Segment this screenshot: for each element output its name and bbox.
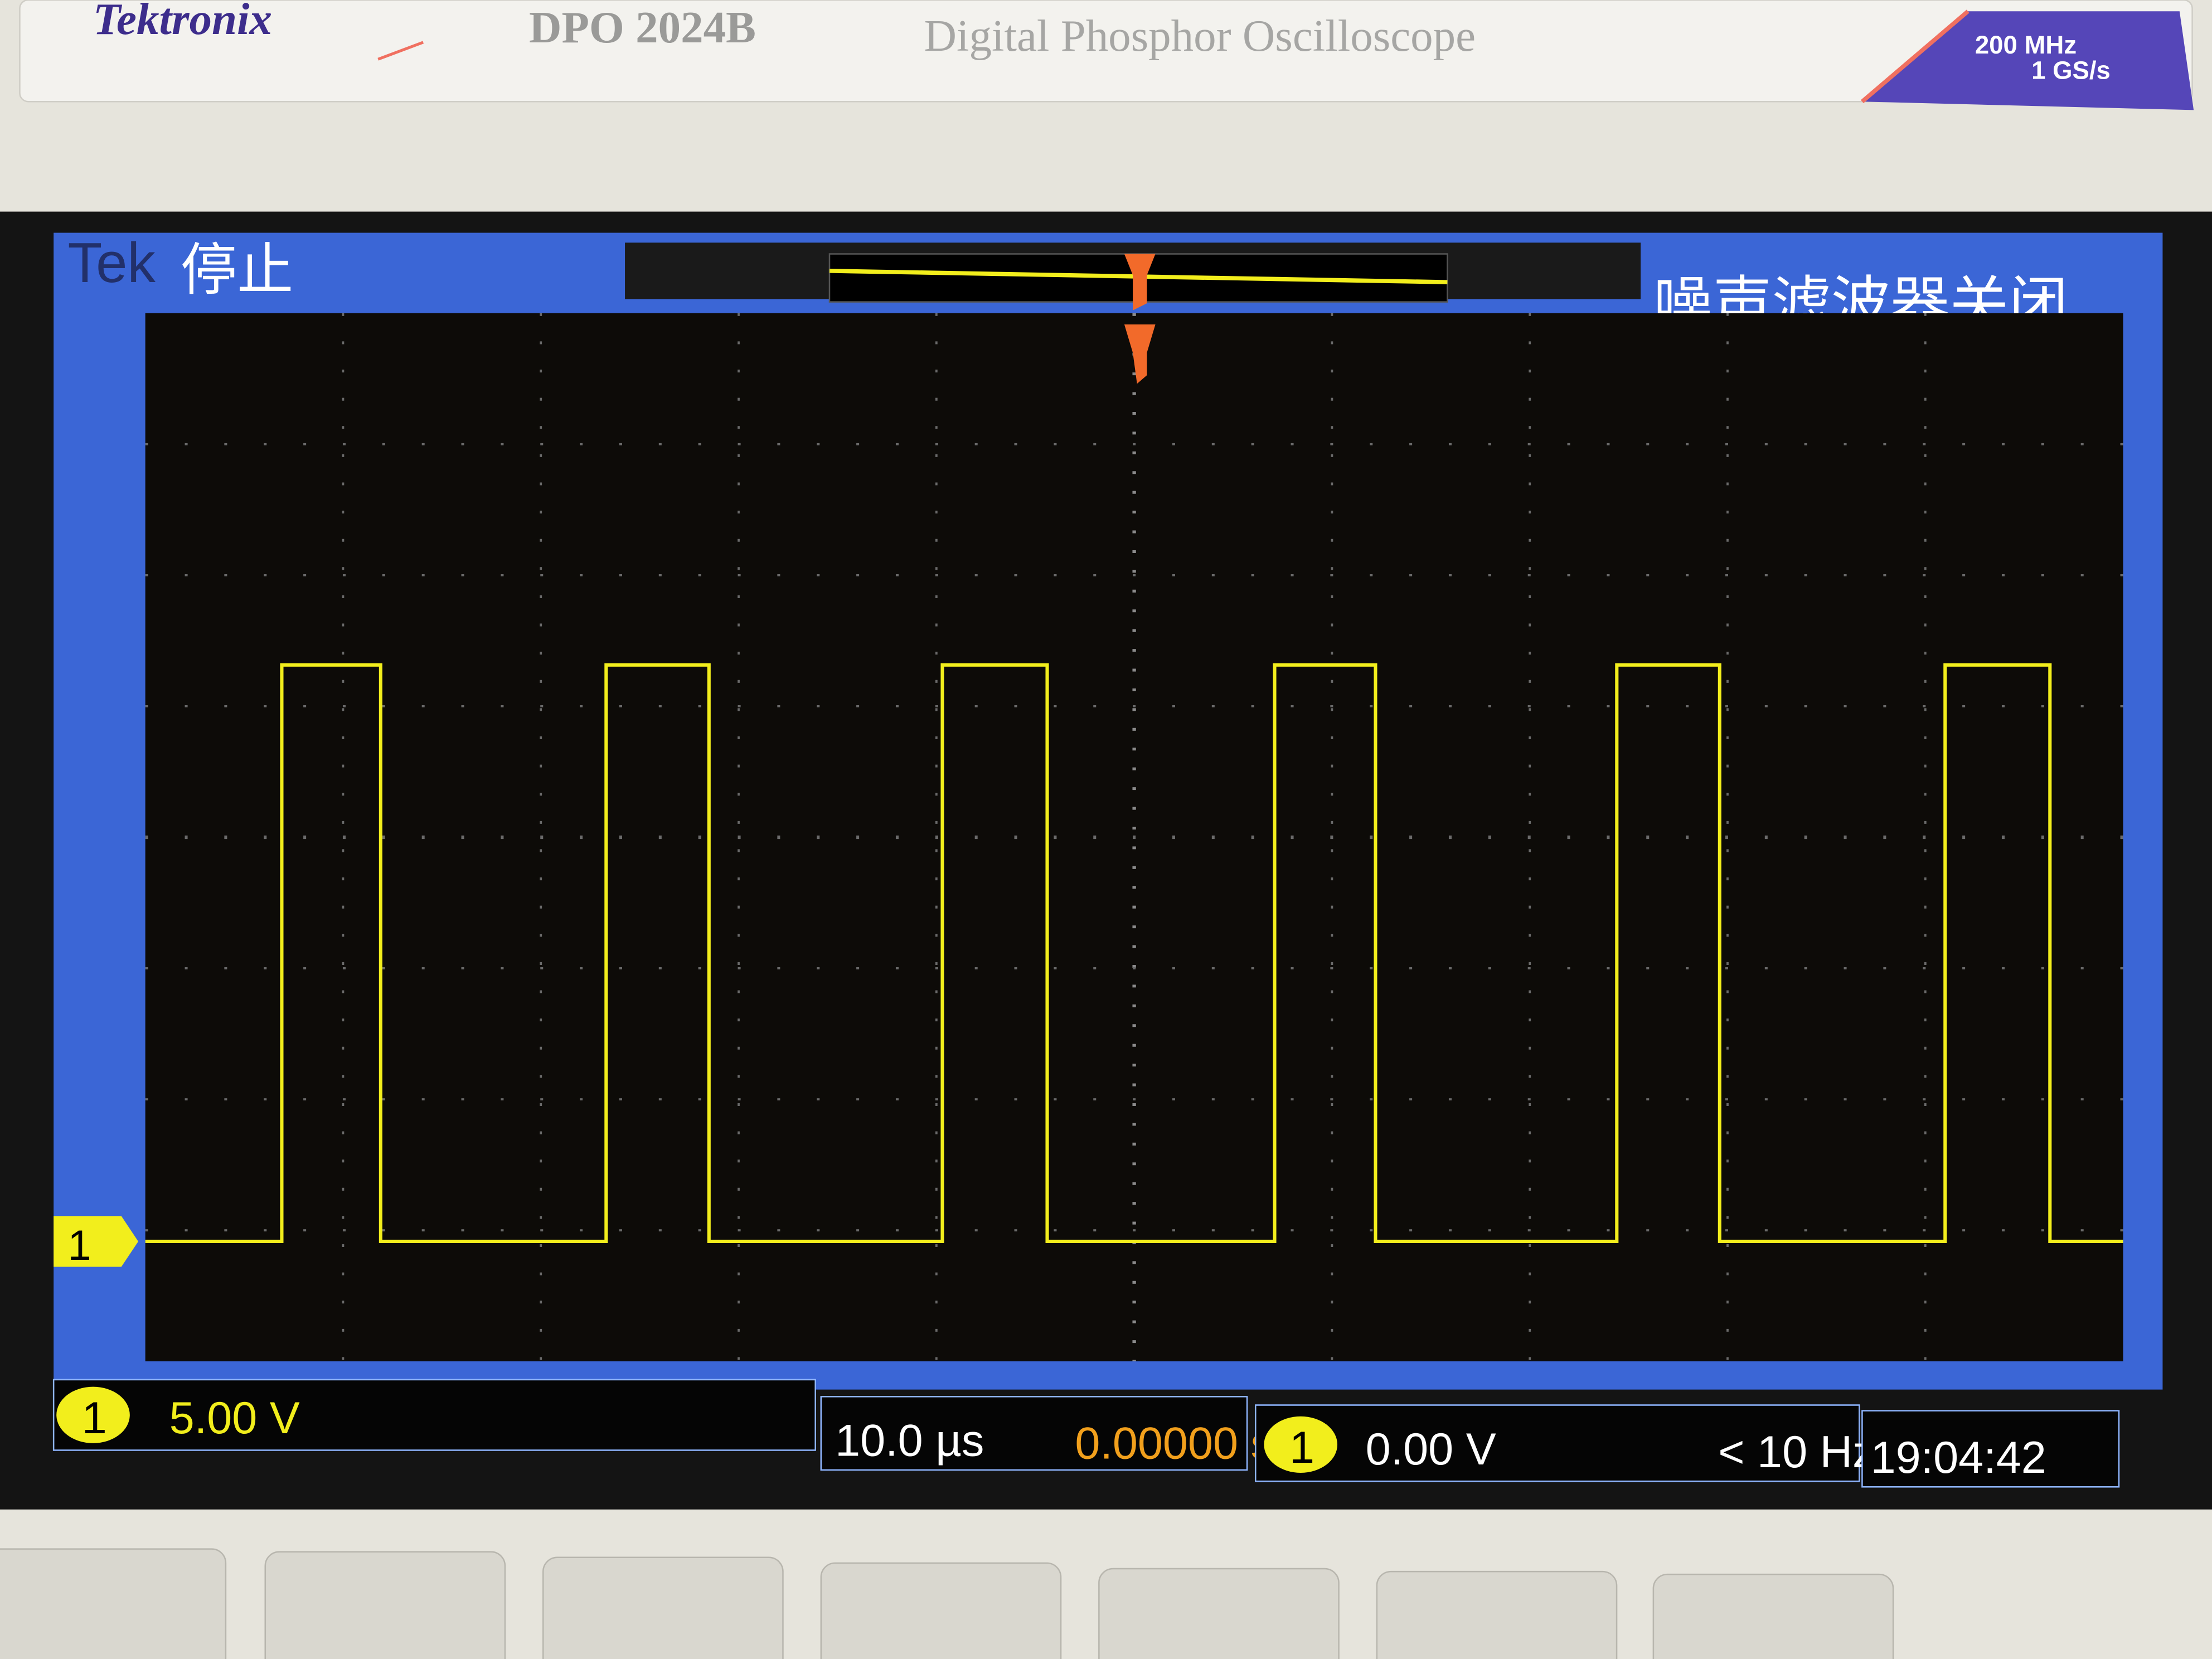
brand-logo: Tektronix <box>93 0 272 44</box>
clock: 19:04:42 <box>1871 1433 2046 1483</box>
tek-logo: Tek <box>67 231 156 294</box>
sample-rate-label: 1 GS/s <box>2031 56 2111 85</box>
ch1-trace <box>145 663 2123 1243</box>
model-name: DPO 2024B <box>529 2 756 52</box>
model-description: Digital Phosphor Oscilloscope <box>924 11 1476 61</box>
bezel-button-5[interactable] <box>1098 1568 1340 1659</box>
bezel-button-2[interactable] <box>264 1551 506 1659</box>
bezel-button-6[interactable] <box>1376 1570 1618 1659</box>
trigger-position: 0.00000 s <box>1075 1419 1273 1469</box>
grid <box>145 313 2123 1362</box>
bandwidth-label: 200 MHz <box>1975 31 2077 59</box>
ch1-badge-label: 1 <box>82 1393 107 1443</box>
label-strip <box>19 0 2193 103</box>
bezel-button-7[interactable] <box>1652 1573 1894 1659</box>
logo-accent <box>377 41 424 61</box>
spec-badge <box>1862 11 2194 110</box>
acquisition-state: 停止 <box>181 239 293 302</box>
frequency-readout: < 10 Hz <box>1718 1427 1875 1477</box>
ch1-scale: 5.00 V <box>169 1393 300 1443</box>
trigger-readout[interactable] <box>1254 1404 1860 1482</box>
bezel-buttons <box>0 1548 1894 1659</box>
ch1-marker-label: 1 <box>67 1222 91 1269</box>
bezel-button-1[interactable] <box>0 1548 227 1659</box>
clock-readout <box>1861 1410 2120 1488</box>
ch1-readout[interactable] <box>52 1379 816 1451</box>
ch1-badge <box>56 1386 130 1443</box>
timebase: 10.0 µs <box>835 1416 984 1466</box>
bezel-button-4[interactable] <box>820 1562 1062 1659</box>
timebase-readout[interactable] <box>820 1396 1248 1471</box>
ch1-ground-marker[interactable]: 1 <box>54 1216 138 1269</box>
trigger-position-icon[interactable] <box>1124 254 1156 311</box>
trigger-marker-icon <box>1124 324 1156 384</box>
bezel-button-3[interactable] <box>542 1556 784 1659</box>
trigger-level: 0.00 V <box>1366 1424 1496 1474</box>
trigger-source-badge <box>1264 1416 1338 1473</box>
badge-stripe <box>1860 9 1970 104</box>
trigger-source: 1 <box>1289 1423 1314 1473</box>
